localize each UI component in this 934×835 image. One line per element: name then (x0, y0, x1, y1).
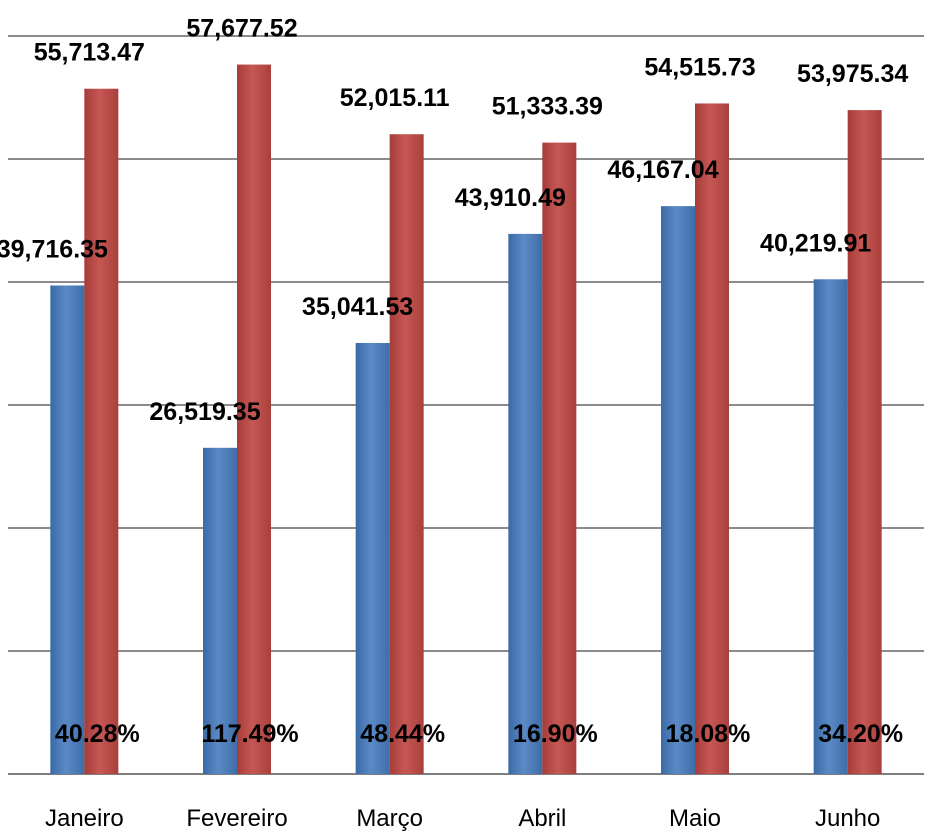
data-label-series-2: 52,015.11 (340, 84, 450, 112)
gridlines (8, 35, 924, 775)
x-tick-label: Março (356, 805, 423, 832)
percent-label: 40.28% (55, 720, 140, 748)
data-label-series-1: 26,519.35 (149, 398, 260, 426)
bar-series-2-junho (847, 110, 882, 774)
data-label-series-2: 55,713.47 (34, 39, 145, 67)
bar-series-1-março (355, 342, 390, 774)
x-axis-ticks: Janeiro Fevereiro Março Abril Maio Junho (45, 805, 880, 832)
x-tick-label: Maio (669, 805, 721, 832)
data-label-series-1: 46,167.04 (607, 156, 718, 184)
bar-series-1-abril (508, 233, 543, 774)
bar-series-1-janeiro (50, 285, 85, 774)
x-tick-label: Fevereiro (186, 805, 287, 832)
percent-label: 48.44% (360, 720, 445, 748)
data-labels: 39,716.35 55,713.47 40.28% 26,519.35 57,677.… (0, 15, 908, 748)
data-label-series-1: 39,716.35 (0, 235, 108, 263)
bar-series-2-maio (695, 103, 729, 774)
data-label-series-2: 51,333.39 (492, 93, 603, 121)
data-label-series-1: 43,910.49 (455, 184, 566, 212)
data-label-series-1: 35,041.53 (302, 293, 413, 321)
data-label-series-1: 40,219.91 (760, 229, 871, 257)
x-tick-label: Abril (518, 805, 566, 832)
bar-series-2-abril (542, 142, 577, 774)
x-tick-label: Janeiro (45, 805, 124, 832)
bars (50, 64, 882, 775)
bar-series-1-maio (661, 206, 695, 775)
percent-label: 18.08% (666, 720, 751, 748)
bar-series-2-fevereiro (237, 64, 271, 774)
bar-series-1-fevereiro (203, 447, 237, 774)
percent-label: 16.90% (513, 720, 598, 748)
percent-label: 117.49% (201, 720, 298, 748)
bar-series-2-janeiro (84, 88, 119, 775)
data-label-series-2: 54,515.73 (644, 53, 755, 81)
data-label-series-2: 53,975.34 (797, 60, 908, 88)
bar-series-2-março (389, 134, 424, 775)
percent-label: 34.20% (818, 720, 903, 748)
bar-series-1-junho (813, 279, 848, 774)
data-label-series-2: 57,677.52 (186, 15, 297, 43)
x-tick-label: Junho (815, 805, 880, 832)
